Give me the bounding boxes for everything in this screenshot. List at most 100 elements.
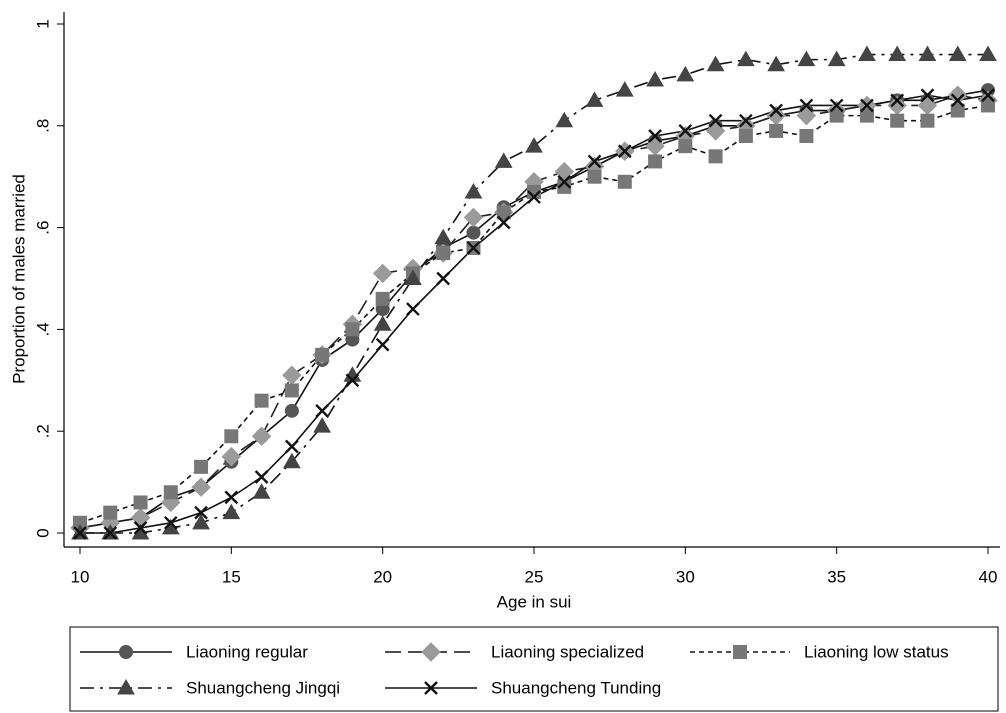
marker — [163, 485, 178, 500]
marker — [345, 373, 360, 388]
marker — [103, 526, 118, 540]
marker — [587, 154, 602, 169]
marker — [587, 169, 602, 184]
marker — [436, 271, 451, 286]
marker — [463, 207, 484, 228]
marker — [979, 45, 997, 62]
marker — [283, 452, 301, 469]
marker — [251, 426, 272, 446]
marker — [103, 505, 118, 520]
marker — [676, 65, 695, 82]
y-tick-label: .6 — [33, 221, 52, 235]
legend-marker — [733, 645, 747, 659]
marker — [221, 446, 242, 467]
legend-label: Liaoning low status — [804, 642, 949, 661]
legend-label: Liaoning specialized — [491, 642, 644, 661]
x-tick-label: 35 — [827, 567, 846, 586]
marker — [194, 459, 209, 474]
marker — [799, 98, 814, 113]
marker — [284, 403, 299, 418]
y-tick-label: .4 — [33, 322, 52, 336]
marker — [739, 113, 753, 128]
marker — [617, 174, 632, 189]
marker — [799, 128, 814, 143]
legend-label: Liaoning regular — [186, 642, 308, 661]
legend-box — [69, 626, 999, 712]
marker — [406, 302, 420, 316]
marker — [192, 513, 210, 530]
legend-marker — [424, 681, 438, 695]
marker — [194, 505, 208, 520]
series-line — [79, 104, 989, 524]
marker — [372, 263, 393, 284]
x-tick-label: 20 — [373, 567, 392, 586]
marker — [133, 495, 148, 510]
series-line — [79, 89, 989, 529]
marker — [797, 50, 816, 67]
marker — [708, 149, 723, 164]
marker — [859, 108, 874, 123]
marker — [525, 137, 543, 153]
marker — [981, 98, 995, 113]
marker — [496, 205, 511, 220]
marker — [617, 144, 632, 159]
marker — [224, 429, 239, 444]
y-tick-label: 0 — [33, 528, 52, 537]
marker — [224, 490, 239, 505]
marker — [860, 98, 874, 113]
marker — [373, 315, 392, 331]
marker — [890, 113, 905, 128]
x-tick-label: 30 — [676, 567, 695, 586]
marker — [345, 322, 360, 337]
x-tick-label: 25 — [525, 567, 544, 586]
marker — [282, 365, 302, 385]
marker — [496, 215, 511, 230]
series-line — [80, 94, 989, 534]
marker — [920, 88, 935, 103]
marker — [494, 152, 513, 168]
marker — [434, 228, 453, 245]
marker — [678, 124, 693, 138]
marker — [191, 477, 211, 497]
marker — [769, 123, 784, 138]
marker — [133, 521, 148, 535]
series-line — [80, 53, 988, 534]
marker — [920, 113, 935, 128]
marker — [436, 246, 451, 261]
marker — [646, 70, 664, 87]
marker — [73, 526, 87, 540]
legend-marker — [119, 645, 133, 659]
marker — [648, 154, 663, 169]
marker — [315, 347, 330, 362]
marker — [404, 269, 422, 285]
marker — [466, 225, 481, 240]
y-axis-title: Proportion of males married — [9, 174, 28, 384]
legend-marker — [117, 678, 135, 695]
marker — [285, 439, 299, 454]
marker — [648, 129, 662, 143]
marker — [466, 241, 481, 255]
marker — [737, 50, 755, 67]
marker — [284, 383, 299, 398]
x-tick-label: 10 — [71, 567, 90, 586]
marker — [950, 93, 965, 108]
marker — [767, 55, 785, 72]
marker — [315, 403, 329, 418]
marker — [890, 93, 905, 108]
legend-label: Shuangcheng Jingqi — [186, 678, 340, 697]
marker — [981, 88, 995, 103]
marker — [254, 470, 269, 484]
marker — [829, 98, 844, 113]
marker — [464, 182, 483, 199]
marker — [252, 483, 271, 499]
legend-marker — [421, 642, 441, 662]
marker — [163, 515, 178, 530]
marker — [313, 417, 331, 433]
marker — [950, 103, 965, 118]
marker — [706, 55, 725, 72]
marker — [858, 45, 876, 62]
marker — [829, 108, 844, 123]
y-tick-label: .8 — [33, 119, 52, 133]
marker — [918, 45, 937, 62]
